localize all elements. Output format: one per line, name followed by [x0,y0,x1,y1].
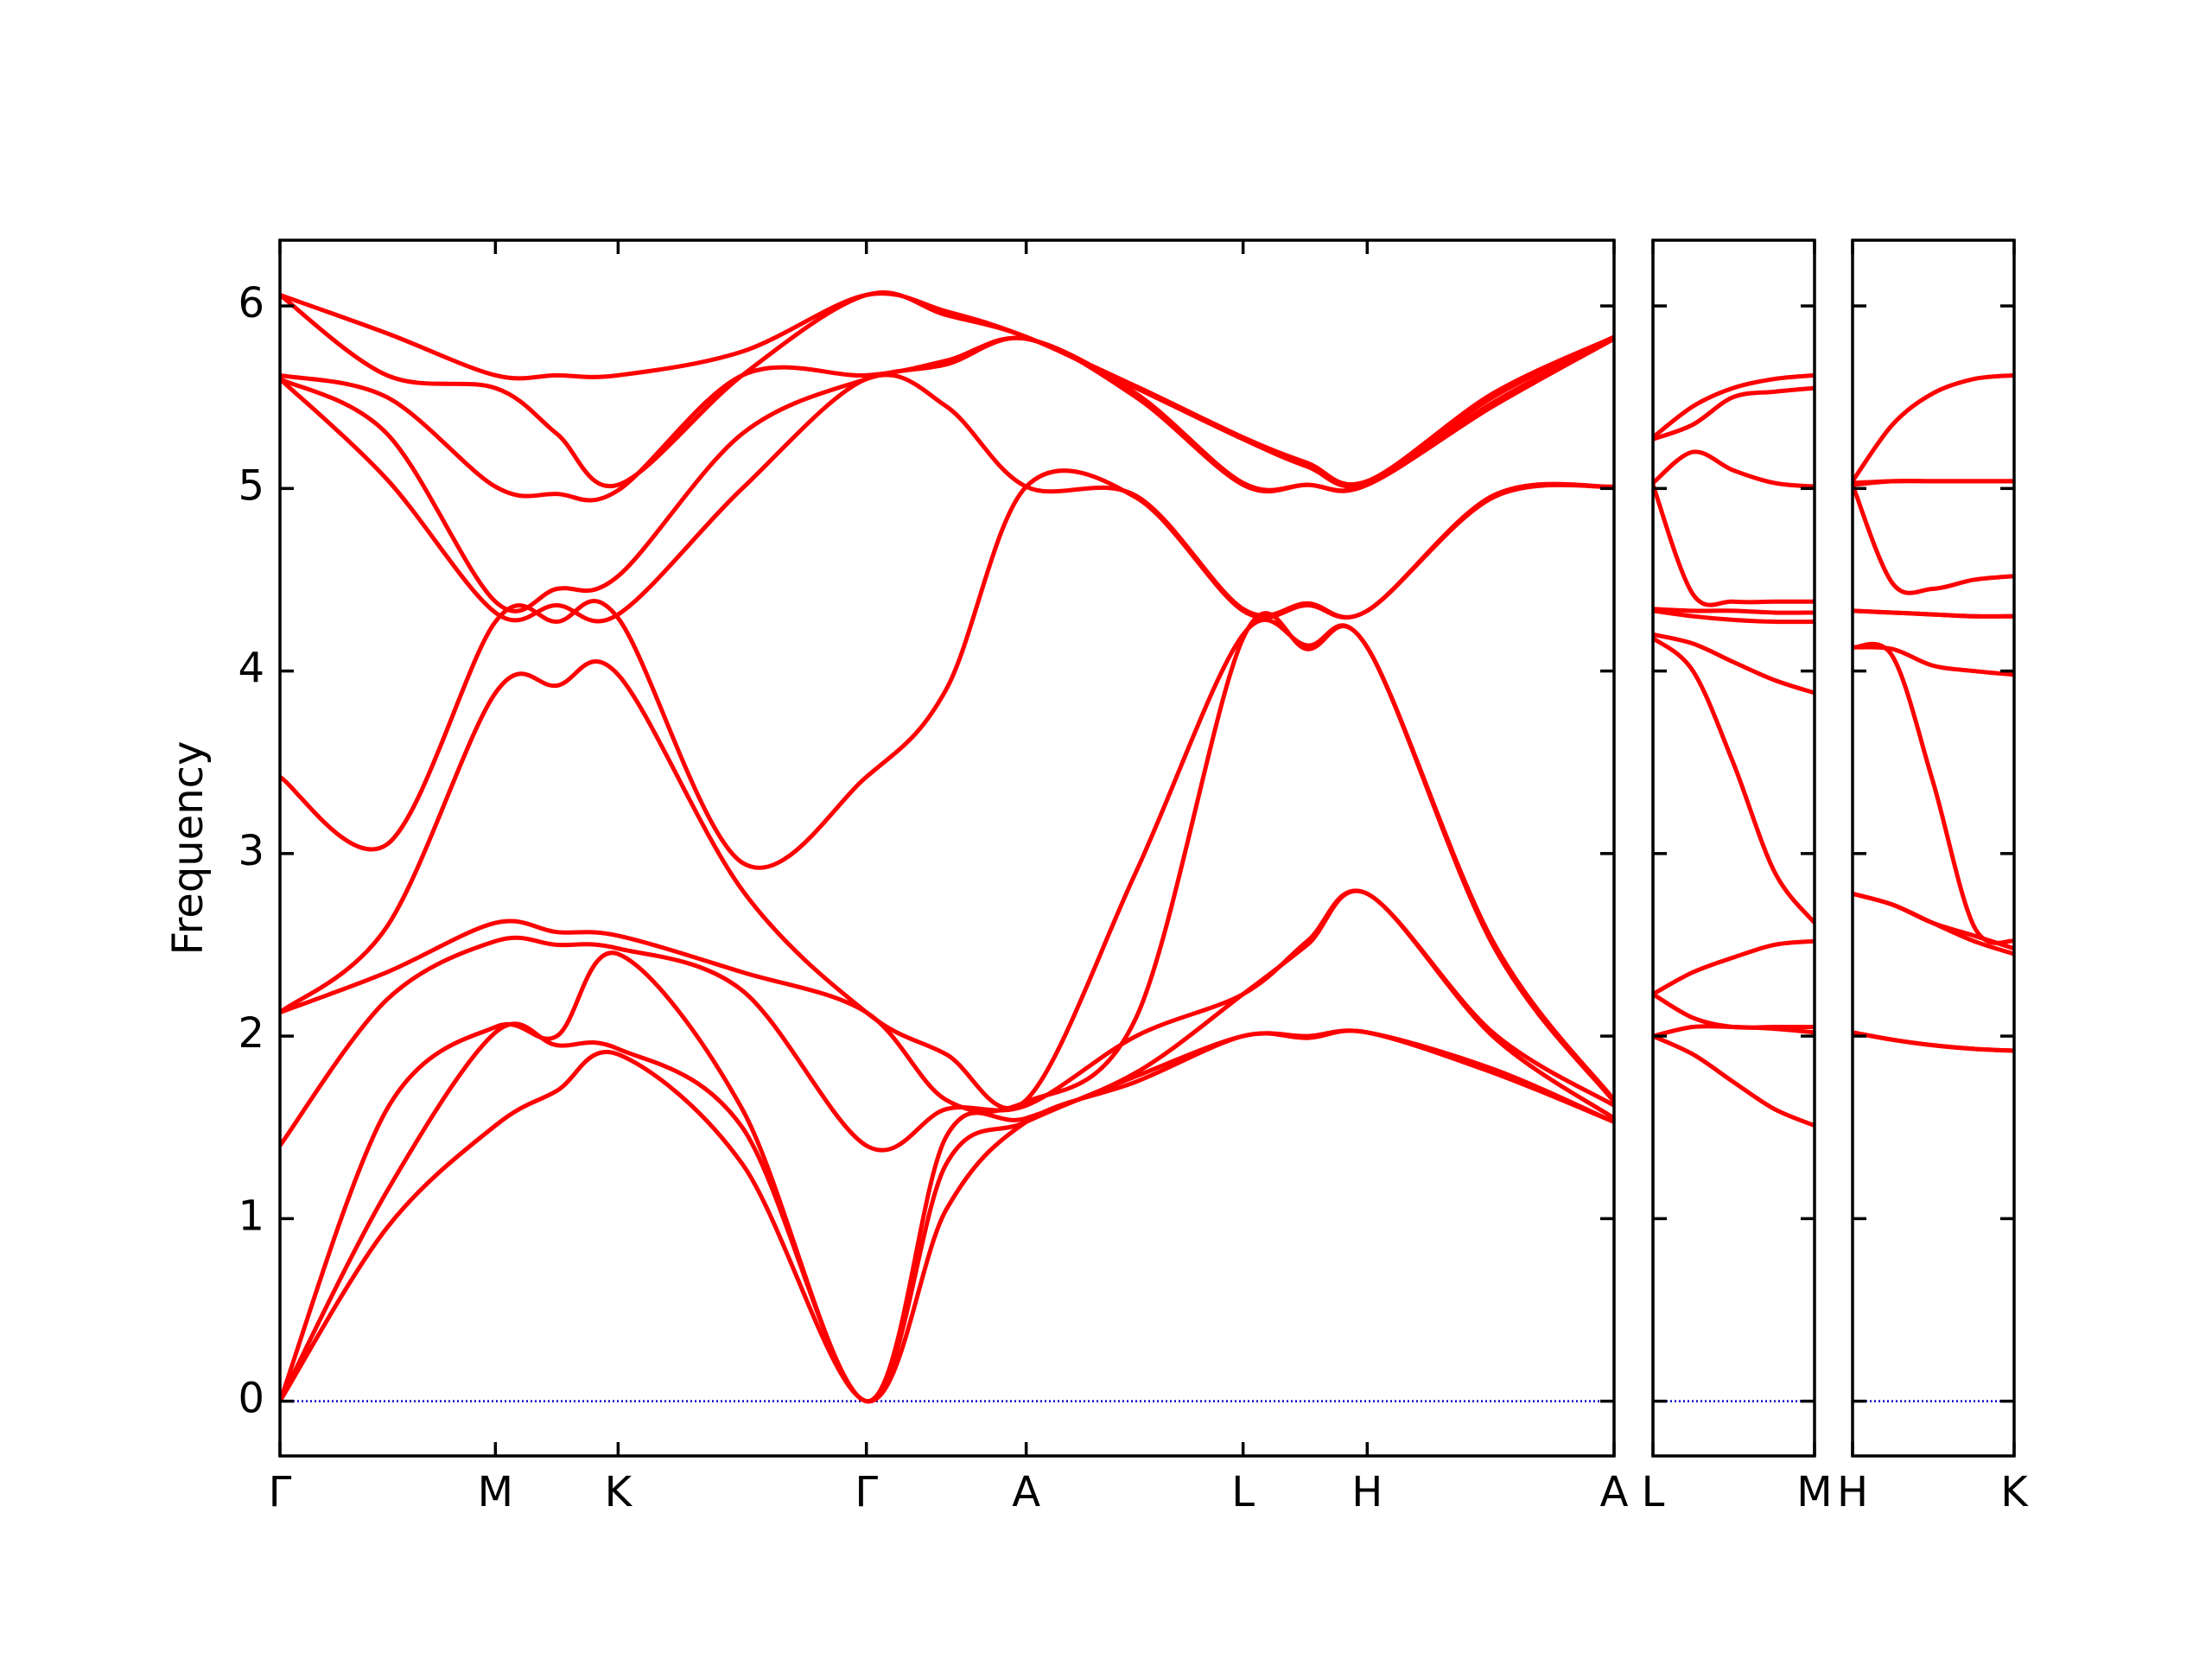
plot-frame [1651,238,1816,1458]
band-line [1653,632,1815,696]
band-line [1653,608,1815,625]
band-line [1853,484,2014,595]
x-tick-label: M [1796,1468,1832,1516]
band-line [280,1021,1614,1404]
band-line [280,335,1614,503]
band-line [280,618,1614,1110]
x-tick-label: Γ [269,1468,292,1516]
band-line [280,888,1614,1404]
x-tick-label: M [478,1468,513,1516]
plot-frame [1851,238,2016,1458]
band-line [1853,608,2014,619]
x-tick-label: A [1012,1468,1040,1516]
x-tick-label: Γ [855,1468,878,1516]
band-line [1653,449,1815,489]
y-axis-label: Frequency [164,741,213,956]
y-tick-label: 5 [238,461,264,510]
band-line [1653,1033,1815,1128]
y-tick-label: 1 [238,1192,264,1240]
band-line [280,1028,1614,1404]
band-line [1653,938,1815,996]
y-tick-label: 6 [238,279,264,327]
y-tick-label: 4 [238,645,264,693]
band-line [280,291,1614,487]
band-line [1853,1030,2014,1053]
y-tick-label: 3 [238,827,264,875]
band-line [1653,484,1815,607]
x-tick-label: H [1351,1468,1382,1516]
band-line [280,372,1614,624]
x-tick-label: K [605,1468,633,1516]
band-line [280,888,1614,1153]
x-tick-label: L [1642,1468,1665,1516]
band-line [1853,479,2014,486]
band-line [1653,372,1815,440]
y-tick-label: 0 [238,1375,264,1423]
band-line [280,468,1614,870]
band-line [1853,372,2014,483]
plot-frame [278,238,1616,1458]
band-line [1653,607,1815,615]
band-line [1653,992,1815,1030]
x-tick-label: K [2000,1468,2029,1516]
band-line [1653,636,1815,925]
y-tick-label: 2 [238,1009,264,1058]
x-tick-label: H [1837,1468,1868,1516]
x-tick-label: L [1231,1468,1255,1516]
band-line [1653,385,1815,442]
x-tick-label: A [1600,1468,1629,1516]
band-line [1853,645,2014,677]
